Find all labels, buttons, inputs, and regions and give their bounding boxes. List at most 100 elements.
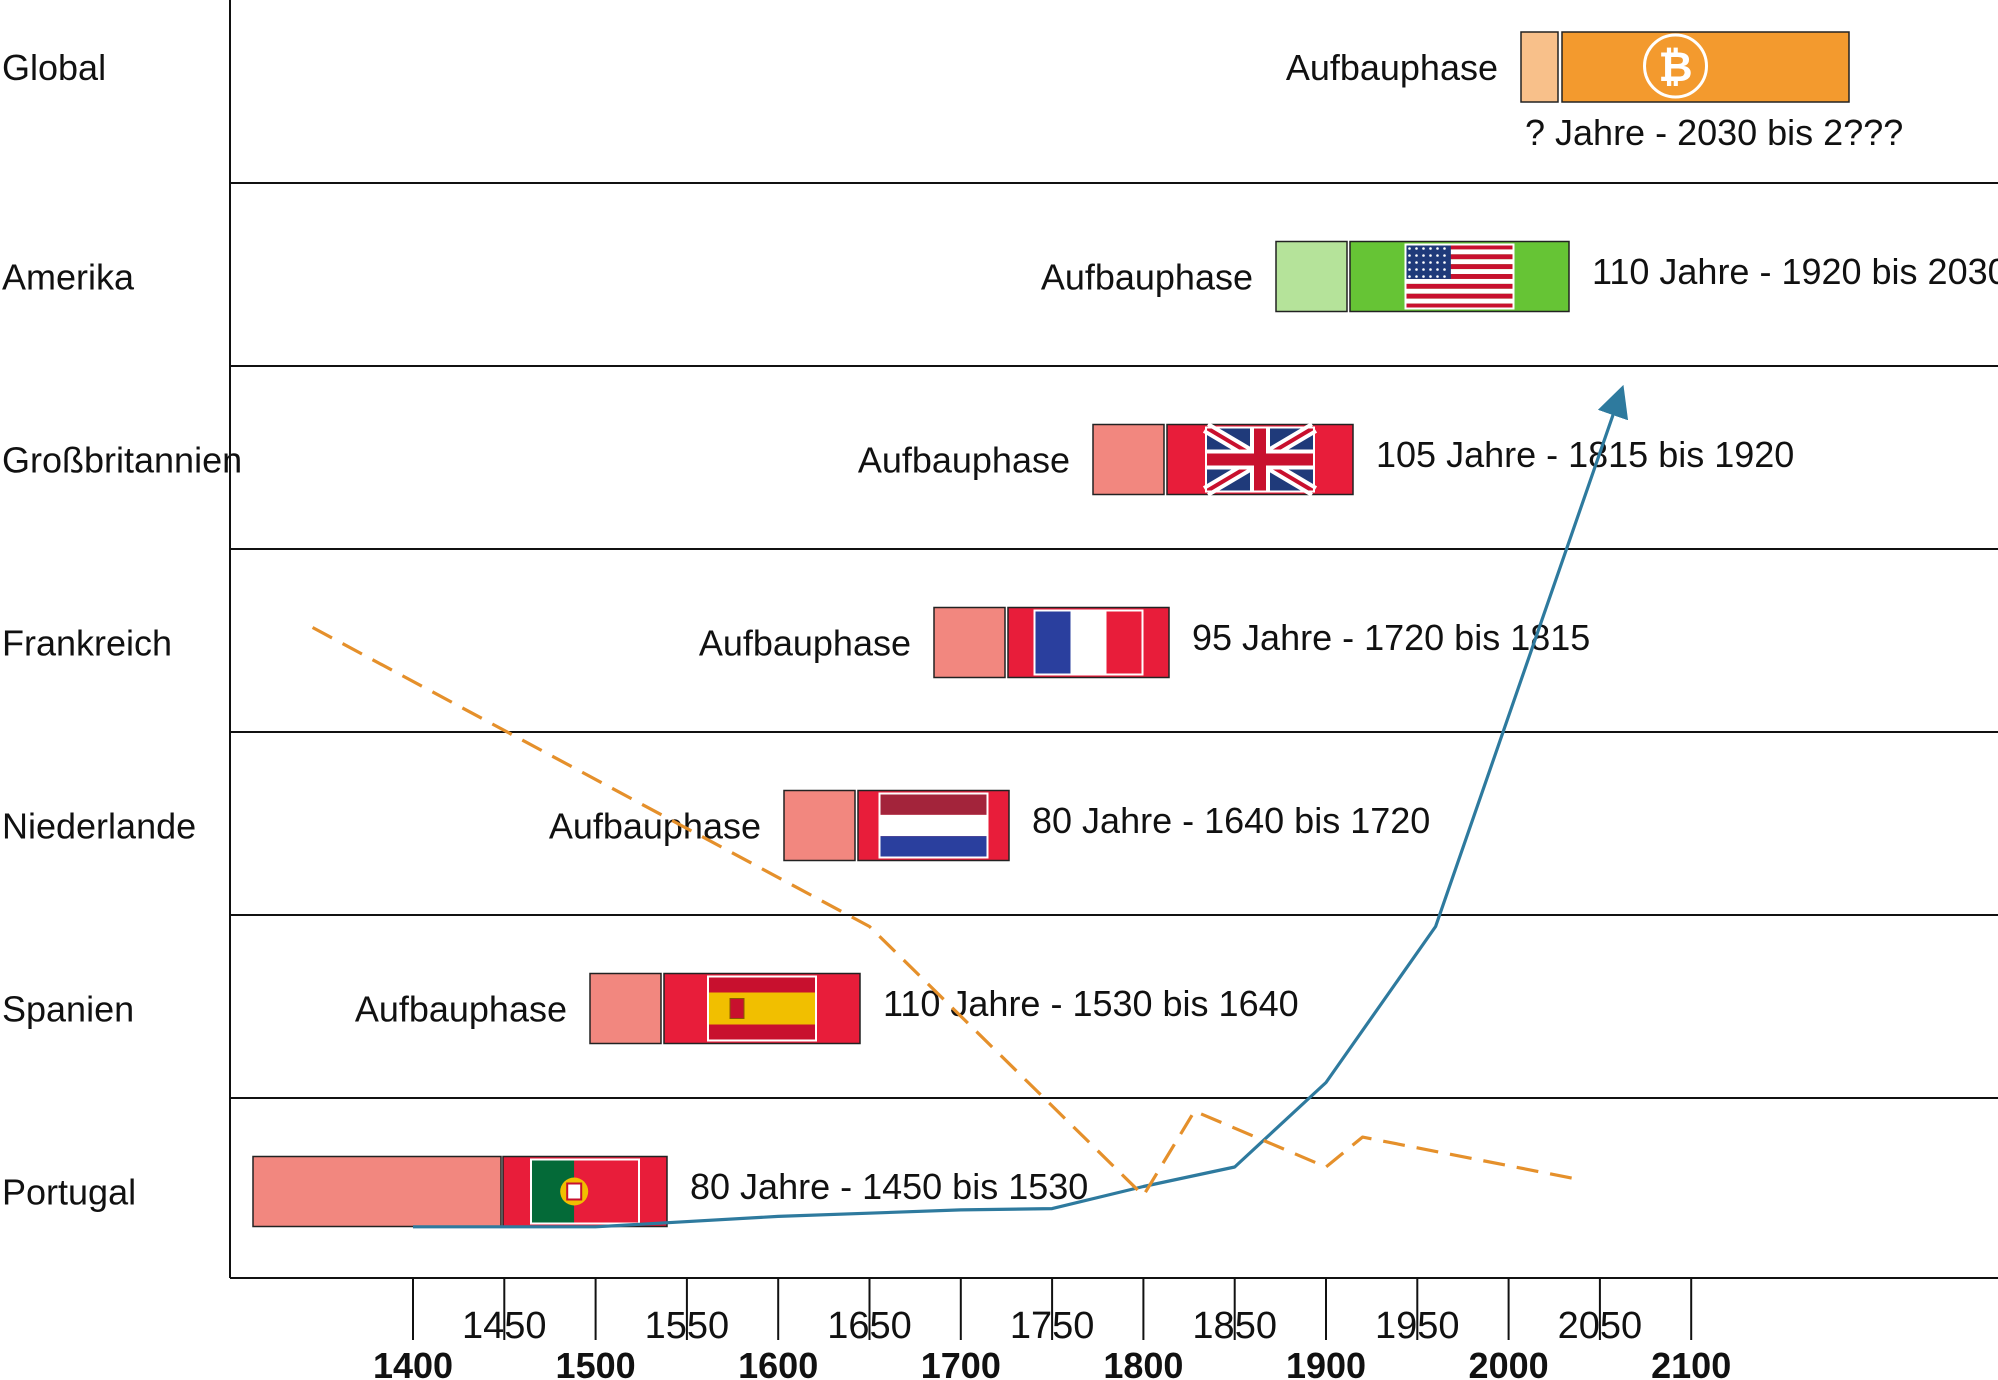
flag-band	[1070, 610, 1107, 675]
row-label: Global	[2, 47, 106, 88]
flag-star	[1429, 261, 1432, 264]
flag-stripe	[1405, 259, 1514, 265]
x-tick-label-top: 1750	[1010, 1305, 1095, 1347]
x-tick-label-bottom: 1900	[1286, 1345, 1366, 1380]
phase-label: Aufbauphase	[355, 989, 567, 1030]
flag-border	[1404, 243, 1515, 310]
flag-star	[1443, 254, 1446, 257]
phase-label: Aufbauphase	[699, 623, 911, 664]
flag-star	[1436, 254, 1439, 257]
dashed-trend-line	[311, 626, 1582, 1198]
flag-star	[1415, 247, 1418, 250]
flag-star	[1408, 275, 1411, 278]
france-flag-icon	[1033, 609, 1144, 676]
timeline-row: Portugal 80 Jahre - 1450 bis 1530	[2, 1155, 1088, 1228]
flag-star	[1436, 247, 1439, 250]
flag-band	[708, 992, 816, 1025]
flag-border	[530, 1158, 640, 1225]
flag-border	[1205, 426, 1315, 493]
x-tick-label-bottom: 2000	[1469, 1345, 1549, 1380]
flag-star	[1422, 268, 1425, 271]
flag-band	[879, 814, 988, 837]
row-label: Amerika	[2, 257, 135, 298]
x-tick-label-bottom: 2100	[1651, 1345, 1731, 1380]
flag-stripe	[1405, 283, 1514, 289]
period-label: 95 Jahre - 1720 bis 1815	[1192, 617, 1590, 658]
flag-star	[1429, 275, 1432, 278]
phase-label: Aufbauphase	[858, 440, 1070, 481]
buildup-bar	[933, 606, 1006, 679]
row-label: Portugal	[2, 1172, 136, 1213]
flag-star	[1443, 261, 1446, 264]
x-tick-label-bottom: 1400	[373, 1345, 453, 1380]
buildup-bar	[1520, 31, 1559, 103]
flag-star	[1422, 254, 1425, 257]
flag-star	[1443, 247, 1446, 250]
uk-flag-icon	[1202, 422, 1318, 497]
bitcoin-circle	[1643, 33, 1708, 99]
timeline-row: Großbritannien Aufbauphase 105 Jahre - 181…	[2, 422, 1794, 497]
x-tick-label-bottom: 1500	[556, 1345, 636, 1380]
x-tick-label-top: 2050	[1558, 1305, 1643, 1347]
phase-label: Aufbauphase	[1041, 257, 1253, 298]
flag-star	[1415, 268, 1418, 271]
period-label: ? Jahre - 2030 bis 2???	[1525, 112, 1903, 153]
flag-stripe	[1405, 298, 1514, 304]
flag-stripe	[1405, 244, 1514, 250]
row-label: Spanien	[2, 989, 134, 1030]
buildup-bar	[1092, 423, 1165, 496]
timeline-row: Frankreich Aufbauphase 95 Jahre - 1720 bis…	[2, 606, 1590, 679]
flag-star	[1408, 247, 1411, 250]
portugal-flag-icon	[530, 1158, 640, 1225]
bitcoin-symbol: ₿	[1658, 42, 1692, 91]
flag-star	[1436, 275, 1439, 278]
growth-trend-line	[413, 384, 1629, 1229]
x-tick-label-bottom: 1800	[1103, 1345, 1183, 1380]
buildup-bar	[589, 972, 662, 1045]
buildup-bar	[1275, 240, 1348, 313]
row-label: Großbritannien	[2, 440, 242, 481]
flag-border	[707, 975, 817, 1042]
flag-star	[1429, 268, 1432, 271]
flag-stripe	[1405, 278, 1514, 284]
period-label: 110 Jahre - 1530 bis 1640	[883, 983, 1299, 1024]
period-label: 105 Jahre - 1815 bis 1920	[1376, 434, 1794, 475]
flag-star	[1415, 261, 1418, 264]
flag-stripe	[1405, 274, 1514, 279]
flag-band	[708, 1024, 816, 1041]
flag-emblem	[729, 998, 745, 1019]
flag-cross-red	[1206, 453, 1314, 466]
flag-star	[1408, 261, 1411, 264]
flag-star	[1422, 261, 1425, 264]
flag-stripe	[1405, 293, 1514, 299]
flag-band	[879, 836, 988, 858]
timeline-row: Amerika Aufbauphase 110 Jahre - 1920 bis 2…	[2, 240, 1998, 313]
flag-stripe	[1405, 254, 1514, 260]
flag-band	[1106, 610, 1143, 675]
flag-stripe	[1405, 269, 1514, 275]
phase-label: Aufbauphase	[1286, 47, 1498, 88]
flag-star	[1429, 254, 1432, 257]
flag-star	[1443, 275, 1446, 278]
flag-star	[1408, 254, 1411, 257]
period-label: 80 Jahre - 1450 bis 1530	[690, 1166, 1088, 1207]
flag-star	[1415, 254, 1418, 257]
x-tick-label-top: 1450	[462, 1305, 547, 1347]
flag-stripe	[1405, 303, 1514, 309]
flag-border	[878, 792, 989, 859]
x-tick-label-top: 1950	[1375, 1305, 1460, 1347]
spain-flag-icon	[707, 975, 817, 1042]
flag-band	[708, 976, 816, 993]
flag-star	[1443, 268, 1446, 271]
timeline-row: Global Aufbauphase ₿ ? Jahre - 2030 bis 2??…	[2, 31, 1903, 153]
timeline-row: Niederlande Aufbauphase 80 Jahre - 1640 bi…	[2, 789, 1430, 862]
netherlands-flag-icon	[878, 792, 989, 859]
flag-shield	[566, 1182, 583, 1201]
x-tick-label-top: 1550	[645, 1305, 730, 1347]
flag-stripe	[1405, 249, 1514, 255]
x-tick-label-bottom: 1700	[921, 1345, 1001, 1380]
flag-stripe	[1405, 288, 1514, 294]
flag-star	[1408, 268, 1411, 271]
flag-star	[1422, 247, 1425, 250]
